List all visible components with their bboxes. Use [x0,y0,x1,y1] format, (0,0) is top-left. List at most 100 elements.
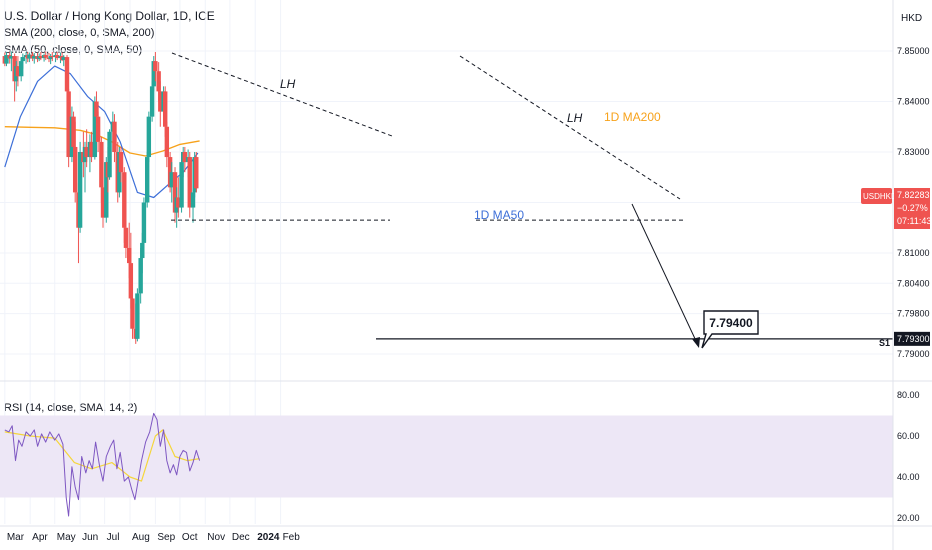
candle [89,131,94,163]
candle [27,52,32,63]
candle [50,52,55,62]
candle-body [54,55,60,59]
rsi-tick-label: 60.00 [897,431,920,441]
candle-body [172,172,178,213]
target-label: 7.79400 [709,316,753,330]
candle-body [95,116,101,142]
candle [112,114,117,163]
candle [149,81,155,122]
candle [15,56,21,87]
x-tick-label: Apr [32,532,48,543]
x-tick-label: Feb [283,532,301,543]
price-box-bg [894,188,930,229]
trendline-right [459,55,681,200]
candle-body [156,71,161,92]
candle-body [182,152,188,163]
candle [20,53,26,69]
candle [187,152,192,218]
candle [179,157,184,213]
candle [141,197,147,248]
ma200-label: 1D MA200 [604,110,661,124]
candle [64,55,70,97]
sma50-legend[interactable]: SMA (50, close, 0, SMA, 50) [4,44,143,56]
candle [135,288,140,342]
candle-body [100,187,106,218]
candle [48,54,53,65]
candle-body [135,293,140,339]
candle-body [77,152,83,228]
candle [130,293,135,339]
drawings-layer [171,52,893,348]
rsi-tick-label: 20.00 [897,513,920,523]
candle [158,81,163,127]
s1-price-value: 7.79300 [897,334,930,344]
candle-body [48,56,53,60]
s1-price-tag: 7.79300 [894,331,930,346]
sma200-legend[interactable]: SMA (200, close, 0, SMA, 200) [4,27,155,39]
rsi-legend[interactable]: RSI (14, close, SMA, 14, 2) [4,402,138,414]
candle-body [158,91,163,112]
candle [172,167,178,223]
candle-body [61,57,66,61]
candle [66,88,71,168]
x-tick-label: Jun [82,532,98,543]
chart-title: U.S. Dollar / Hong Kong Dollar, 1D, ICE [4,9,215,23]
price-change: −0.27% [897,203,928,213]
x-tick-label: Nov [207,532,225,543]
candle-body [50,56,55,58]
target-callout-box [701,310,759,349]
rsi-ma-line [4,429,200,482]
candle [182,146,188,173]
candle [194,152,199,193]
x-tick-label: Sep [157,532,175,543]
candle-body [71,116,76,147]
candle-body [151,61,156,87]
candle [54,52,60,61]
candle [164,121,170,168]
candle [146,111,152,163]
candle-body [9,56,14,59]
candle-body [138,258,143,294]
candle-body [66,91,71,158]
candle-body [149,86,155,117]
candle-body [4,55,9,64]
y-tick-label: 7.84000 [897,97,930,107]
projection-arrow [631,203,698,344]
candle [145,152,150,208]
candle-body [15,66,21,77]
rsi-tick-label: 40.00 [897,472,920,482]
candle-body [94,101,99,117]
candle-body [122,172,127,228]
candle [100,172,106,228]
candle-body [128,263,134,299]
candle-body [99,141,104,188]
rsi-line [4,412,201,517]
candle [77,141,83,233]
lh-right-label: LH [567,111,583,125]
candle-body [126,247,132,264]
candles-layer [2,51,199,344]
s1-price-bg [894,331,930,346]
y-tick-label: 7.79800 [897,309,930,319]
candle-body [164,126,170,158]
candle-body [153,61,158,72]
candle-body [179,162,184,208]
candle [43,51,48,61]
candle [72,121,78,203]
y-tick-label: 7.79000 [897,349,930,359]
x-tick-label: May [57,532,76,543]
candle [123,202,129,259]
candle-body [190,192,196,208]
candle [61,55,66,67]
candle-body [140,242,145,259]
candle-body [194,157,199,189]
y-tick-label: 7.80400 [897,278,930,288]
candle-body [27,54,32,59]
candle [107,129,112,180]
rsi-tick-label: 80.00 [897,390,920,400]
candle [95,111,101,152]
candle [153,52,158,82]
y-tick-label: 7.83000 [897,147,930,157]
